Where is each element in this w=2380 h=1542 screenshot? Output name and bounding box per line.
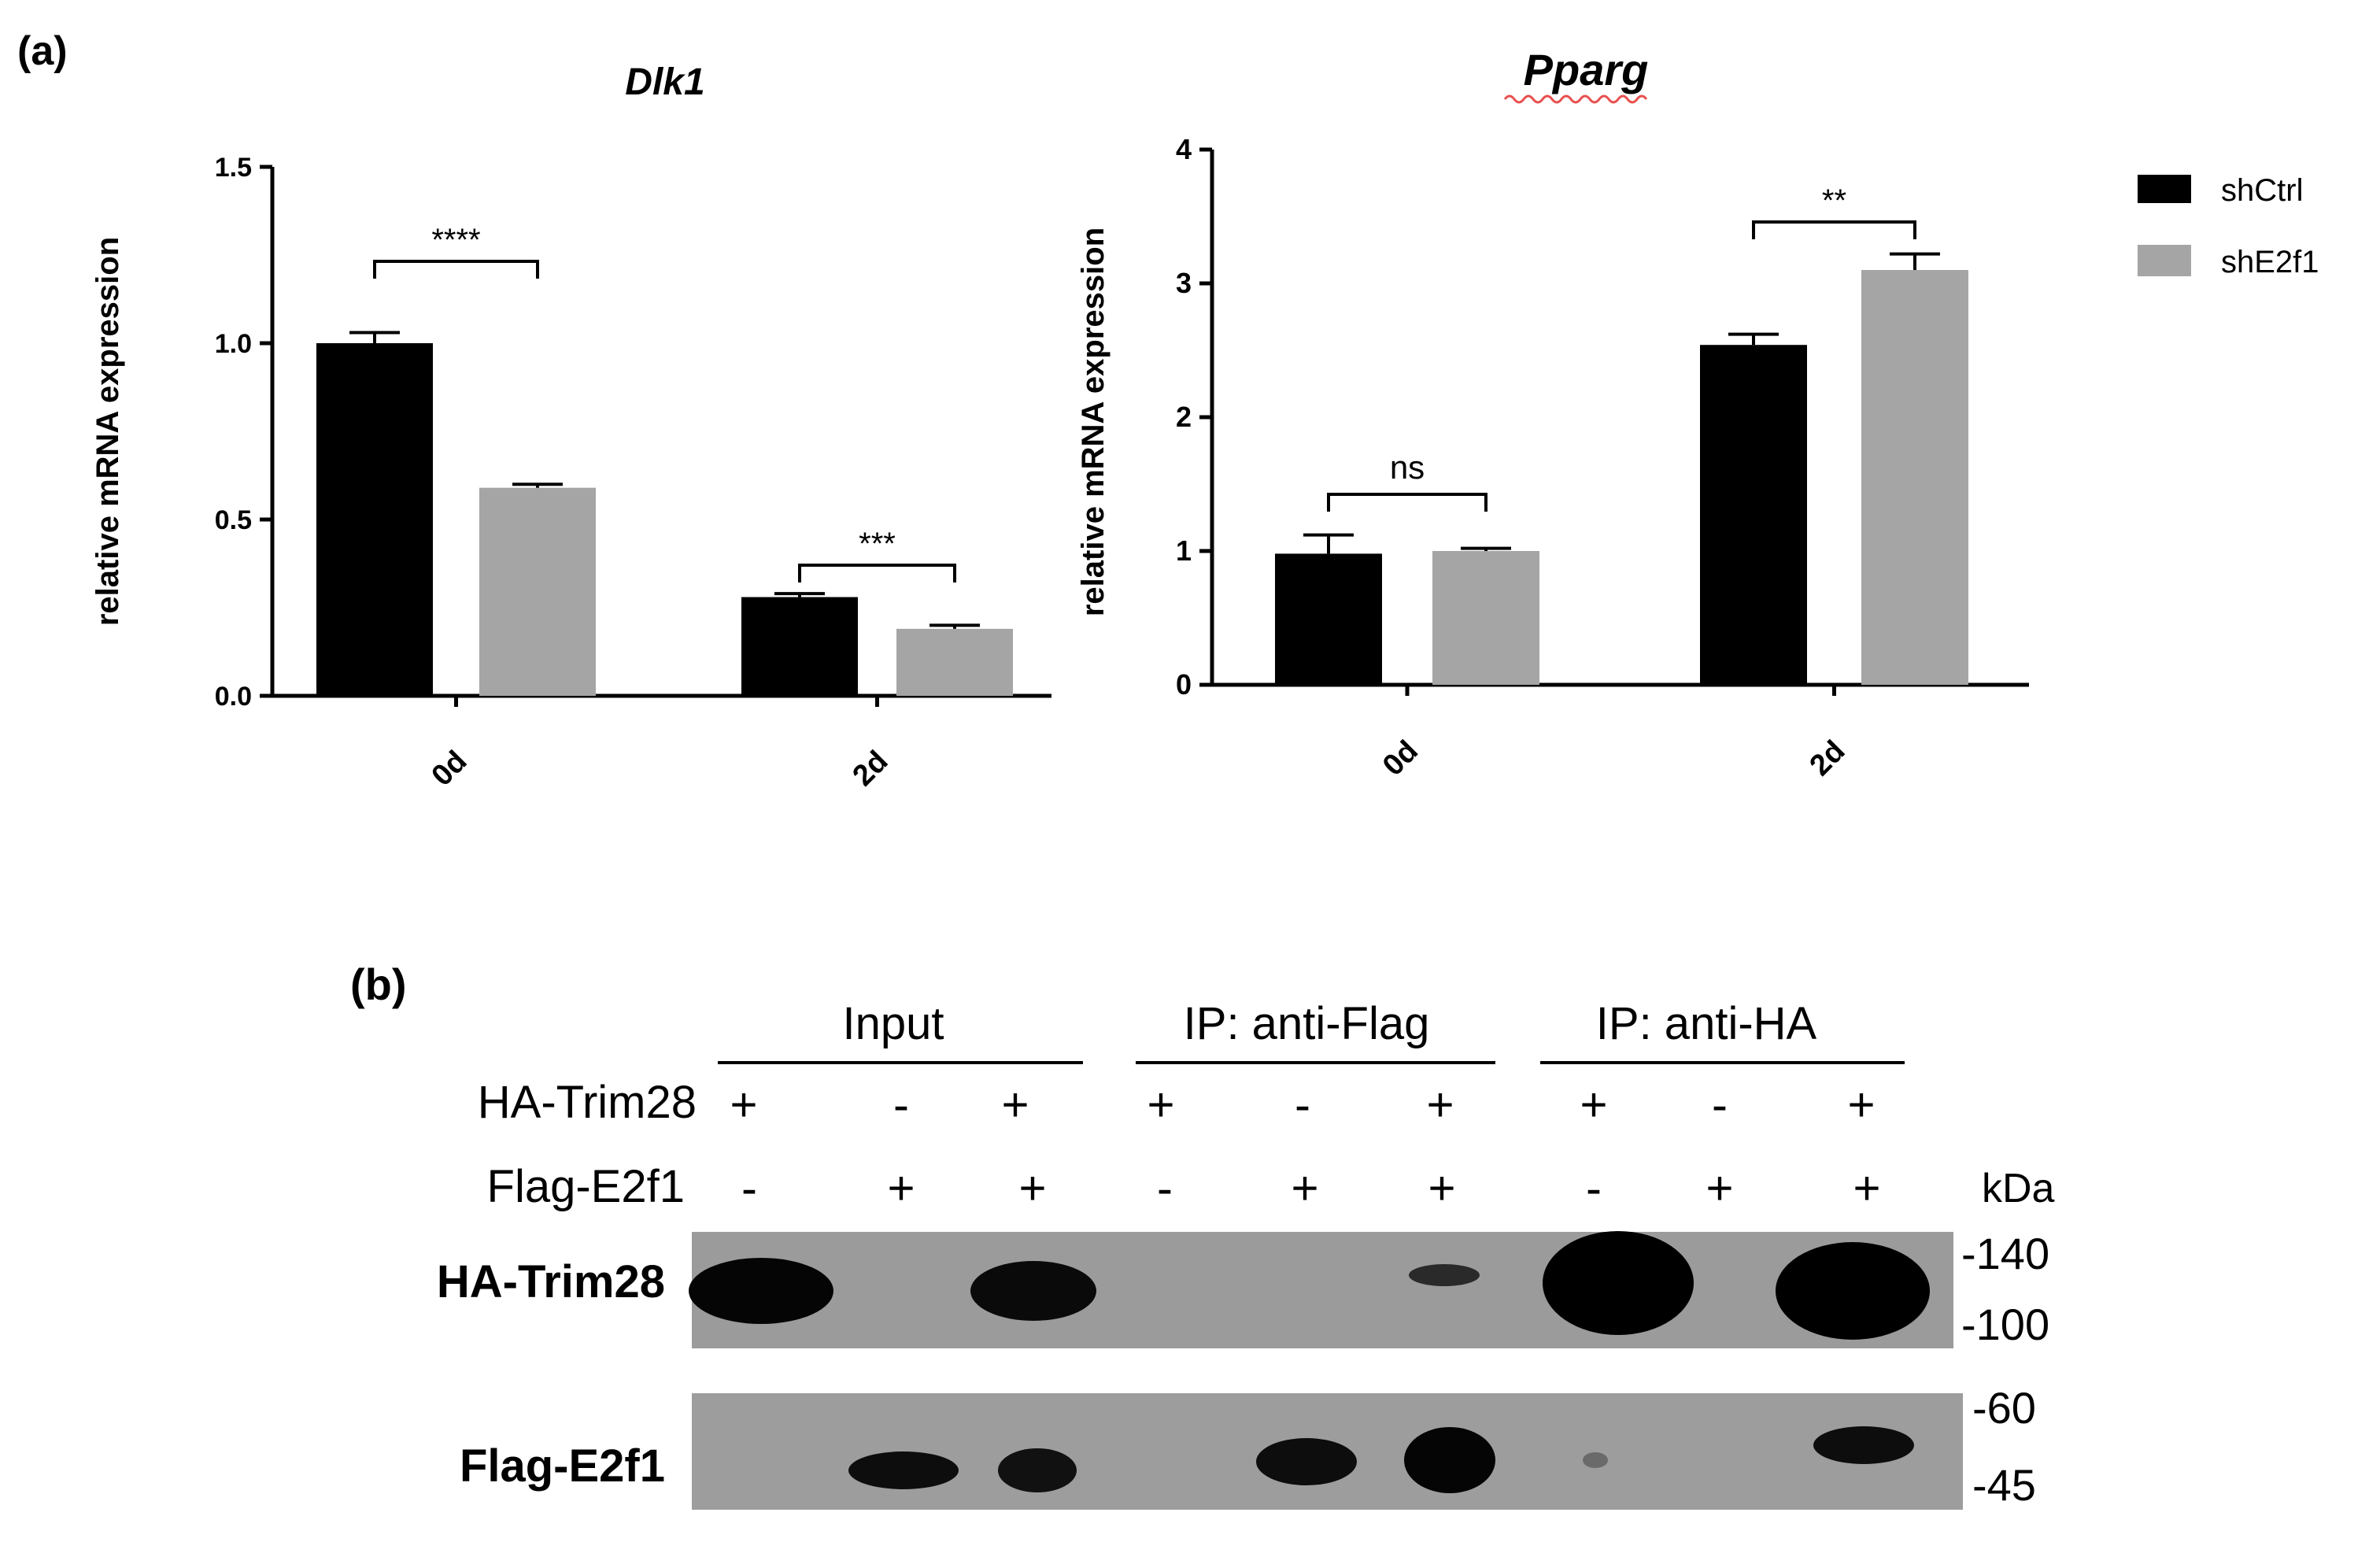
flag-e2f1-sign: + — [1853, 1162, 1880, 1215]
bar-shE2f1-2d — [1861, 270, 1968, 685]
bar-shE2f1-0d — [1432, 551, 1539, 685]
significance-bracket — [373, 260, 539, 279]
blot-strip-ha-trim28 — [689, 1231, 1953, 1348]
flag-e2f1-sign: + — [1018, 1162, 1046, 1215]
spellcheck-underline — [1503, 94, 1648, 104]
y-tick-label: 4 — [1176, 133, 1192, 165]
significance-bracket — [1327, 493, 1488, 512]
ha-trim28-sign: + — [1580, 1078, 1607, 1131]
y-tick-label: 1.5 — [215, 153, 252, 183]
mw-marker-140: -140 — [1961, 1229, 2049, 1278]
y-tick-label: 0.5 — [215, 505, 252, 535]
group-header-ip-anti-ha: IP: anti-HA — [1596, 998, 1817, 1049]
mw-marker-60: -60 — [1972, 1383, 2036, 1433]
band-ha-ipha-3 — [1776, 1242, 1930, 1340]
ha-trim28-sign: + — [1001, 1078, 1029, 1131]
band-ha-input-3 — [970, 1261, 1096, 1321]
blot-label-flag-e2f1: Flag-E2f1 — [460, 1440, 665, 1492]
band-ha-ipflag-3 — [1409, 1264, 1480, 1286]
band-flag-input-2 — [848, 1451, 959, 1489]
bar-shE2f1-0d — [479, 487, 596, 696]
legend-label-shctrl: shCtrl — [2221, 173, 2303, 208]
band-flag-input-3 — [998, 1448, 1077, 1492]
mw-marker-100: -100 — [1961, 1300, 2049, 1349]
flag-e2f1-sign: + — [1706, 1162, 1733, 1215]
kda-label: kDa — [1982, 1166, 2055, 1211]
ha-trim28-sign: - — [1295, 1078, 1310, 1131]
flag-e2f1-sign-row: - + + - + + - + + — [741, 1162, 1881, 1215]
legend-label-she2f1: shE2f1 — [2221, 245, 2319, 279]
significance-label: ** — [1822, 183, 1846, 218]
blot-group-headers: Input IP: anti-Flag IP: anti-HA — [718, 998, 1905, 1064]
bar-shCtrl-2d — [741, 597, 858, 696]
ha-trim28-sign: - — [1712, 1078, 1728, 1131]
flag-e2f1-sign: + — [887, 1162, 915, 1215]
x-tick-label-0d: 0d — [1377, 734, 1425, 782]
row-label-flag-e2f1: Flag-E2f1 — [487, 1161, 685, 1212]
ha-trim28-sign: + — [1426, 1078, 1454, 1131]
significance-bracket — [1752, 220, 1916, 239]
panel-a-label: (a) — [17, 28, 68, 74]
ha-trim28-sign: + — [1847, 1078, 1875, 1131]
flag-e2f1-sign: + — [1291, 1162, 1318, 1215]
dlk1-chart-title: Dlk1 — [625, 61, 704, 103]
row-label-ha-trim28: HA-Trim28 — [478, 1077, 697, 1128]
band-flag-ipflag-2 — [1256, 1438, 1357, 1485]
band-ha-input-1 — [689, 1258, 833, 1324]
blot-label-ha-trim28: HA-Trim28 — [437, 1256, 665, 1307]
bar-shCtrl-2d — [1700, 345, 1807, 685]
band-ha-ipha-1 — [1543, 1231, 1694, 1335]
y-tick-label: 0 — [1176, 668, 1192, 701]
panel-b-label: (b) — [350, 960, 407, 1009]
significance-bracket — [798, 564, 956, 582]
y-tick-label: 3 — [1176, 267, 1192, 299]
legend: shCtrl shE2f1 — [2138, 173, 2319, 279]
y-tick-label: 2 — [1176, 401, 1192, 433]
band-flag-ipflag-3 — [1404, 1427, 1495, 1493]
x-tick-label-2d: 2d — [846, 745, 894, 793]
pparg-chart-title: Pparg — [1524, 45, 1649, 94]
flag-e2f1-sign: - — [741, 1162, 757, 1215]
blot-background-top — [692, 1232, 1953, 1348]
blot-strip-flag-e2f1 — [692, 1393, 1963, 1510]
band-flag-ipha-1 — [1583, 1452, 1608, 1468]
y-tick-label: 1 — [1176, 534, 1192, 567]
flag-e2f1-sign: + — [1428, 1162, 1455, 1215]
band-flag-ipha-3 — [1813, 1426, 1914, 1464]
flag-e2f1-sign: - — [1157, 1162, 1173, 1215]
bar-shCtrl-0d — [1275, 553, 1382, 685]
y-tick-label: 0.0 — [215, 682, 252, 712]
y-tick-label: 1.0 — [215, 329, 252, 359]
bar-shE2f1-2d — [896, 628, 1013, 696]
significance-label: ns — [1390, 449, 1425, 486]
legend-swatch-shctrl — [2138, 175, 2191, 203]
pparg-y-axis-label: relative mRNA expression — [1076, 227, 1111, 616]
bar-shCtrl-0d — [316, 343, 433, 696]
dlk1-y-axis-label: relative mRNA expression — [91, 237, 125, 626]
significance-label: *** — [859, 527, 896, 561]
x-tick-label-2d: 2d — [1803, 734, 1851, 782]
x-tick-label-0d: 0d — [425, 745, 473, 793]
dlk1-chart: Dlk1 relative mRNA expression 0.0 0.5 1.0 1… — [91, 61, 1051, 793]
group-header-ip-anti-flag: IP: anti-Flag — [1184, 998, 1430, 1049]
flag-e2f1-sign: - — [1586, 1162, 1602, 1215]
ha-trim28-sign: + — [730, 1078, 757, 1131]
pparg-chart: Pparg relative mRNA expression 0 1 2 3 4 0d 2d… — [1076, 45, 2029, 782]
ha-trim28-sign: + — [1147, 1078, 1174, 1131]
mw-marker-45: -45 — [1972, 1460, 2036, 1510]
ha-trim28-sign: - — [893, 1078, 909, 1131]
ha-trim28-sign-row: + - + + - + + - + — [730, 1078, 1875, 1131]
legend-swatch-she2f1 — [2138, 245, 2191, 276]
significance-label: **** — [431, 223, 480, 257]
group-header-input: Input — [843, 998, 944, 1049]
